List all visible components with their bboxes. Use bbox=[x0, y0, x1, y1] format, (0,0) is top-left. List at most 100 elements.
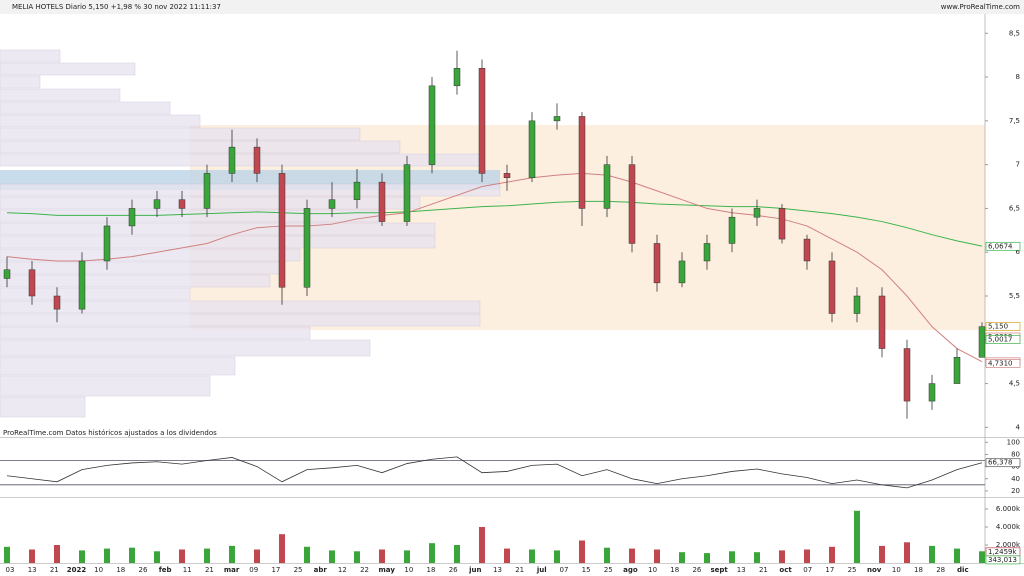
candle-body bbox=[28, 269, 36, 297]
volume-bar bbox=[404, 550, 410, 563]
volume-bar bbox=[354, 551, 360, 563]
x-tick-label: 07 bbox=[803, 566, 812, 574]
y-tick-label: 7 bbox=[1016, 161, 1020, 169]
candle-body bbox=[803, 238, 811, 262]
x-tick-label: 10 bbox=[94, 566, 103, 574]
volume-bar bbox=[854, 510, 860, 563]
x-tick-label: oct bbox=[779, 566, 792, 574]
volume-profile bbox=[0, 49, 501, 418]
x-tick-label: 17 bbox=[271, 566, 280, 574]
volume-bar bbox=[304, 546, 310, 563]
x-tick-label: 25 bbox=[604, 566, 613, 574]
moving-average bbox=[6, 200, 983, 247]
candle-body bbox=[953, 357, 961, 384]
candle-body bbox=[753, 208, 761, 218]
x-tick-label: 26 bbox=[692, 566, 701, 574]
x-tick-label: dic bbox=[957, 566, 969, 574]
candle-body bbox=[453, 68, 461, 87]
x-tick-label: may bbox=[379, 566, 396, 574]
candle-body bbox=[603, 164, 611, 209]
x-tick-label: jul bbox=[536, 566, 547, 574]
x-tick-label: 13 bbox=[737, 566, 746, 574]
x-tick-label: 10 bbox=[404, 566, 413, 574]
x-tick-label: jun bbox=[468, 566, 481, 574]
y-tick-label: 4,5 bbox=[1009, 380, 1020, 388]
candle-body bbox=[153, 199, 161, 209]
candle-body bbox=[828, 260, 836, 314]
x-tick-label: 10 bbox=[892, 566, 901, 574]
volume-bar bbox=[54, 544, 60, 563]
y-tick-label: 5,5 bbox=[1009, 292, 1020, 300]
volume-bar bbox=[79, 550, 85, 563]
price-label: 4,7310 bbox=[988, 359, 1013, 367]
volume-bar bbox=[604, 547, 610, 563]
y-tick-label: 8,5 bbox=[1009, 29, 1020, 37]
x-tick-label: 25 bbox=[848, 566, 857, 574]
volume-bar bbox=[554, 550, 560, 563]
x-tick-label: 22 bbox=[360, 566, 369, 574]
volume-bar bbox=[279, 534, 285, 563]
price-box bbox=[985, 241, 1021, 251]
volume-bar bbox=[454, 544, 460, 563]
y-tick-label: 7,5 bbox=[1009, 117, 1020, 125]
candle-body bbox=[353, 181, 361, 200]
candle-body bbox=[703, 243, 711, 262]
x-tick-label: 18 bbox=[670, 566, 679, 574]
volume-bar bbox=[954, 548, 960, 563]
candle-body bbox=[378, 181, 386, 222]
x-tick-label: 25 bbox=[294, 566, 303, 574]
volume-bar bbox=[829, 546, 835, 563]
x-tick-label: 09 bbox=[249, 566, 258, 574]
volume-bar bbox=[729, 551, 735, 563]
x-tick-label: 28 bbox=[936, 566, 945, 574]
x-tick-label: 15 bbox=[582, 566, 591, 574]
volume-bar bbox=[529, 549, 535, 563]
candle-body bbox=[903, 348, 911, 402]
candle-body bbox=[978, 326, 986, 358]
volume-bar bbox=[979, 551, 985, 563]
volume-bar bbox=[579, 540, 585, 563]
candle-body bbox=[853, 295, 861, 314]
volume-bar bbox=[504, 548, 510, 563]
candle-body bbox=[53, 295, 61, 310]
frame bbox=[0, 14, 1024, 564]
price-label: 5,150 bbox=[988, 323, 1008, 331]
x-tick-label: 07 bbox=[560, 566, 569, 574]
volume-bar bbox=[704, 553, 710, 563]
volume-bar bbox=[654, 549, 660, 563]
volume-bar bbox=[104, 548, 110, 563]
y-tick-label: 20 bbox=[1011, 487, 1020, 495]
candle-body bbox=[478, 68, 486, 174]
x-tick-label: sept bbox=[710, 566, 728, 574]
price-box bbox=[985, 555, 1021, 565]
x-tick-label: 13 bbox=[28, 566, 37, 574]
candle-body bbox=[178, 199, 186, 209]
x-tick-label: 18 bbox=[427, 566, 436, 574]
x-tick-label: nov bbox=[867, 566, 882, 574]
candle-body bbox=[253, 146, 261, 174]
y-tick-label: 6 bbox=[1016, 248, 1021, 256]
price-label: 1,2459k bbox=[988, 548, 1017, 556]
volume-bar bbox=[379, 549, 385, 563]
price-label: 6,0674 bbox=[988, 242, 1013, 250]
volume-bar bbox=[129, 547, 135, 563]
y-tick-label: 4.000k bbox=[996, 523, 1021, 531]
x-tick-label: 2022 bbox=[67, 566, 87, 574]
volume-bar bbox=[29, 549, 35, 563]
volume-bar bbox=[804, 549, 810, 563]
y-tick-label: 80 bbox=[1011, 450, 1020, 458]
x-tick-label: 03 bbox=[6, 566, 15, 574]
candle-body bbox=[928, 383, 936, 402]
candle-body bbox=[128, 208, 136, 227]
price-box bbox=[985, 358, 1021, 368]
volume-bar bbox=[679, 552, 685, 563]
y-tick-label: 4 bbox=[1016, 423, 1021, 431]
candle-body bbox=[403, 164, 411, 222]
candle-body bbox=[428, 85, 436, 165]
volume-bar bbox=[754, 552, 760, 563]
volume-bar bbox=[179, 549, 185, 563]
candle-body bbox=[278, 173, 286, 288]
y-tick-label: 100 bbox=[1007, 438, 1020, 446]
x-tick-label: feb bbox=[159, 566, 172, 574]
volume-bar bbox=[154, 551, 160, 563]
